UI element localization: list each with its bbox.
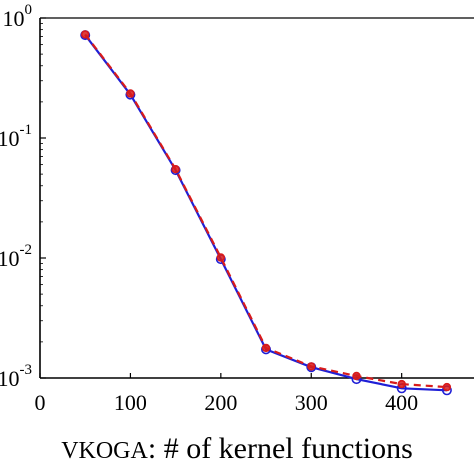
series-line-1 — [84, 33, 447, 389]
series-1-point — [216, 253, 226, 262]
y-tick-exponent: -1 — [20, 122, 33, 138]
series-1-point — [80, 30, 90, 39]
x-axis-label-rest: : # of kernel functions — [148, 432, 413, 465]
y-tick-exponent: -2 — [20, 242, 33, 258]
x-tick-label: 0 — [35, 390, 46, 415]
series-1-point — [397, 379, 406, 389]
series-1-point — [307, 362, 316, 371]
y-tick-label: 10-3 — [0, 362, 32, 391]
y-tick-label: 10-1 — [0, 122, 32, 151]
x-tick-label: 100 — [114, 390, 147, 415]
y-tick-label: 10-2 — [0, 242, 32, 271]
x-tick-label: 200 — [204, 390, 237, 415]
series-1-point — [171, 165, 180, 174]
chart-series — [80, 30, 452, 396]
y-tick-exponent: -3 — [20, 362, 33, 378]
series-1-point — [261, 343, 271, 353]
y-tick-label: 100 — [3, 2, 33, 31]
chart-axes — [39, 17, 474, 379]
y-tick-exponent: 0 — [25, 2, 33, 18]
x-axis-label: VKOGA: # of kernel functions — [61, 432, 413, 465]
series-line-0 — [84, 34, 447, 392]
series-1-point — [126, 89, 135, 98]
series-1-point — [352, 371, 361, 381]
series-1-point — [442, 382, 452, 392]
x-tick-label: 400 — [385, 390, 418, 415]
x-tick-label: 300 — [295, 390, 328, 415]
x-axis-label-method: VKOGA — [61, 438, 148, 464]
